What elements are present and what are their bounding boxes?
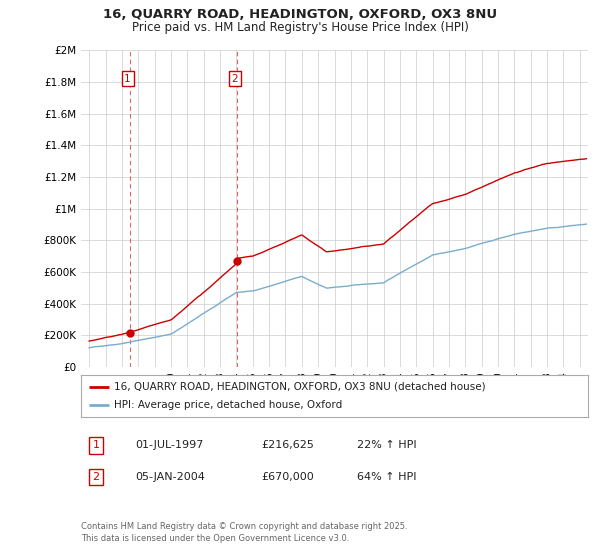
- Text: 1: 1: [124, 74, 131, 84]
- Text: 2: 2: [92, 472, 100, 482]
- Text: 05-JAN-2004: 05-JAN-2004: [135, 472, 205, 482]
- Text: 16, QUARRY ROAD, HEADINGTON, OXFORD, OX3 8NU: 16, QUARRY ROAD, HEADINGTON, OXFORD, OX3…: [103, 8, 497, 21]
- Text: £216,625: £216,625: [261, 440, 314, 450]
- Text: Contains HM Land Registry data © Crown copyright and database right 2025.
This d: Contains HM Land Registry data © Crown c…: [81, 522, 407, 543]
- Text: 22% ↑ HPI: 22% ↑ HPI: [357, 440, 416, 450]
- Text: 1: 1: [92, 440, 100, 450]
- Text: HPI: Average price, detached house, Oxford: HPI: Average price, detached house, Oxfo…: [114, 400, 342, 410]
- Text: £670,000: £670,000: [261, 472, 314, 482]
- Text: 16, QUARRY ROAD, HEADINGTON, OXFORD, OX3 8NU (detached house): 16, QUARRY ROAD, HEADINGTON, OXFORD, OX3…: [114, 382, 485, 392]
- Text: 01-JUL-1997: 01-JUL-1997: [135, 440, 203, 450]
- Text: 64% ↑ HPI: 64% ↑ HPI: [357, 472, 416, 482]
- Text: 2: 2: [232, 74, 238, 84]
- Text: Price paid vs. HM Land Registry's House Price Index (HPI): Price paid vs. HM Land Registry's House …: [131, 21, 469, 34]
